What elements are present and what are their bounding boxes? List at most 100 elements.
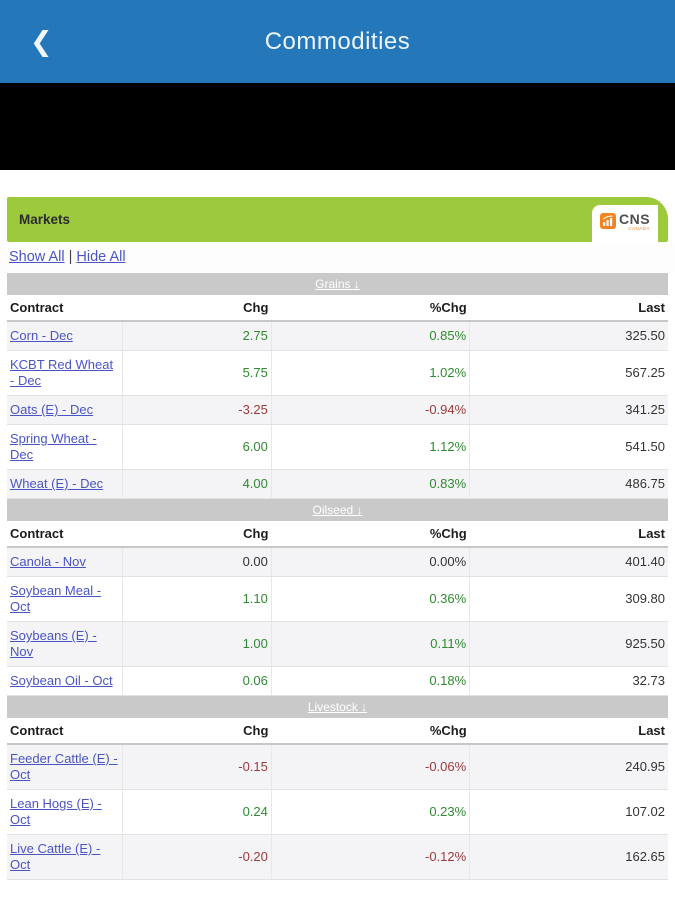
chg-value: 0.06 — [122, 666, 272, 696]
pchg-value: 0.18% — [270, 666, 470, 696]
pchg-value: 0.23% — [270, 789, 470, 835]
cns-logo: CNS CANADA — [592, 205, 658, 246]
app-header-bar: ❮ Commodities — [0, 0, 675, 83]
ad-banner-placeholder — [0, 83, 675, 170]
pchg-value: -0.12% — [270, 834, 470, 880]
contract-link[interactable]: Oats (E) - Dec — [10, 402, 94, 417]
column-header-pchg: %Chg — [271, 295, 470, 322]
contract-link[interactable]: Soybean Oil - Oct — [10, 673, 113, 688]
cns-logo-text: CNS — [618, 211, 651, 227]
table-row: Soybeans (E) - Nov 1.00 0.11% 925.50 — [7, 621, 668, 667]
chart-icon — [599, 213, 616, 229]
hide-all-link[interactable]: Hide All — [76, 249, 126, 265]
visibility-controls: Show All | Hide All — [0, 242, 675, 273]
column-header-chg: Chg — [122, 295, 272, 322]
contract-link[interactable]: Feeder Cattle (E) - Oct — [10, 751, 118, 782]
contract-link[interactable]: Lean Hogs (E) - Oct — [10, 796, 102, 827]
section-toggle-link[interactable]: Grains ↓ — [315, 277, 360, 291]
markets-banner: Markets CNS CANADA — [7, 197, 668, 246]
contract-link[interactable]: Soybeans (E) - Nov — [10, 628, 97, 659]
table-row: Feeder Cattle (E) - Oct -0.15 -0.06% 240… — [7, 744, 668, 790]
chg-value: 2.75 — [122, 321, 272, 351]
last-value: 486.75 — [469, 469, 668, 499]
table-row: Wheat (E) - Dec 4.00 0.83% 486.75 — [7, 469, 668, 499]
contract-link[interactable]: Soybean Meal - Oct — [10, 583, 102, 614]
chg-value: 0.00 — [122, 547, 272, 577]
contract-link[interactable]: Canola - Nov — [10, 554, 86, 569]
column-header-pchg: %Chg — [271, 521, 470, 548]
table-row: KCBT Red Wheat - Dec 5.75 1.02% 567.25 — [7, 350, 668, 396]
column-header-chg: Chg — [122, 521, 272, 548]
quotes-table: Contract Chg %Chg Last Canola - Nov 0.00… — [7, 521, 668, 696]
column-header-last: Last — [469, 295, 668, 322]
last-value: 240.95 — [469, 744, 668, 790]
last-value: 567.25 — [469, 350, 668, 396]
markets-banner-title: Markets — [19, 212, 71, 227]
table-row: Corn - Dec 2.75 0.85% 325.50 — [7, 321, 668, 351]
section-toggle-link[interactable]: Livestock ↓ — [307, 700, 368, 714]
pchg-value: 0.85% — [270, 321, 470, 351]
column-header-last: Last — [469, 718, 668, 745]
pchg-value: 1.02% — [270, 350, 470, 396]
page-title: Commodities — [264, 27, 411, 55]
contract-link[interactable]: Corn - Dec — [10, 328, 73, 343]
chg-value: 6.00 — [122, 424, 272, 470]
contract-link[interactable]: Live Cattle (E) - Oct — [10, 841, 101, 872]
chg-value: -0.15 — [122, 744, 272, 790]
pchg-value: 0.11% — [270, 621, 470, 667]
table-row: Soybean Oil - Oct 0.06 0.18% 32.73 — [7, 666, 668, 696]
pchg-value: 0.83% — [270, 469, 470, 499]
links-separator: | — [68, 249, 73, 265]
last-value: 401.40 — [469, 547, 668, 577]
table-row: Soybean Meal - Oct 1.10 0.36% 309.80 — [7, 576, 668, 622]
section-toggle-link[interactable]: Oilseed ↓ — [312, 503, 363, 517]
chg-value: 4.00 — [122, 469, 272, 499]
table-row: Canola - Nov 0.00 0.00% 401.40 — [7, 547, 668, 577]
last-value: 309.80 — [469, 576, 668, 622]
market-section: Grains ↓ Contract Chg %Chg Last Corn - D… — [7, 273, 668, 499]
table-header-row: Contract Chg %Chg Last — [7, 521, 668, 548]
quotes-table: Contract Chg %Chg Last Feeder Cattle (E)… — [7, 718, 668, 880]
pchg-value: -0.94% — [270, 395, 470, 425]
last-value: 341.25 — [469, 395, 668, 425]
table-header-row: Contract Chg %Chg Last — [7, 295, 668, 322]
quotes-table: Contract Chg %Chg Last Corn - Dec 2.75 0… — [7, 295, 668, 499]
last-value: 107.02 — [469, 789, 668, 835]
table-row: Oats (E) - Dec -3.25 -0.94% 341.25 — [7, 395, 668, 425]
contract-link[interactable]: Spring Wheat - Dec — [10, 431, 97, 462]
market-section: Oilseed ↓ Contract Chg %Chg Last Canola … — [7, 499, 668, 696]
back-chevron-icon[interactable]: ❮ — [30, 26, 53, 56]
last-value: 925.50 — [469, 621, 668, 667]
chg-value: 1.10 — [122, 576, 272, 622]
cns-logo-subtext: CANADA — [628, 226, 651, 231]
section-header-bar: Oilseed ↓ — [7, 499, 668, 521]
column-header-pchg: %Chg — [271, 718, 470, 745]
section-header-bar: Grains ↓ — [7, 273, 668, 295]
market-sections: Grains ↓ Contract Chg %Chg Last Corn - D… — [7, 273, 668, 880]
last-value: 162.65 — [469, 834, 668, 880]
chg-value: 0.24 — [122, 789, 272, 835]
chg-value: 5.75 — [122, 350, 272, 396]
table-row: Live Cattle (E) - Oct -0.20 -0.12% 162.6… — [7, 834, 668, 880]
last-value: 325.50 — [469, 321, 668, 351]
last-value: 32.73 — [469, 666, 668, 696]
pchg-value: -0.06% — [270, 744, 470, 790]
pchg-value: 0.36% — [270, 576, 470, 622]
column-header-last: Last — [469, 521, 668, 548]
column-header-chg: Chg — [122, 718, 272, 745]
column-header-contract: Contract — [7, 521, 123, 548]
table-row: Lean Hogs (E) - Oct 0.24 0.23% 107.02 — [7, 789, 668, 835]
table-row: Spring Wheat - Dec 6.00 1.12% 541.50 — [7, 424, 668, 470]
show-all-link[interactable]: Show All — [9, 249, 65, 265]
pchg-value: 1.12% — [270, 424, 470, 470]
section-header-bar: Livestock ↓ — [7, 696, 668, 718]
column-header-contract: Contract — [7, 295, 123, 322]
market-section: Livestock ↓ Contract Chg %Chg Last Feede… — [7, 696, 668, 880]
chg-value: -0.20 — [122, 834, 272, 880]
last-value: 541.50 — [469, 424, 668, 470]
chg-value: 1.00 — [122, 621, 272, 667]
contract-link[interactable]: KCBT Red Wheat - Dec — [10, 357, 114, 388]
column-header-contract: Contract — [7, 718, 123, 745]
contract-link[interactable]: Wheat (E) - Dec — [10, 476, 104, 491]
spacer — [0, 170, 675, 197]
